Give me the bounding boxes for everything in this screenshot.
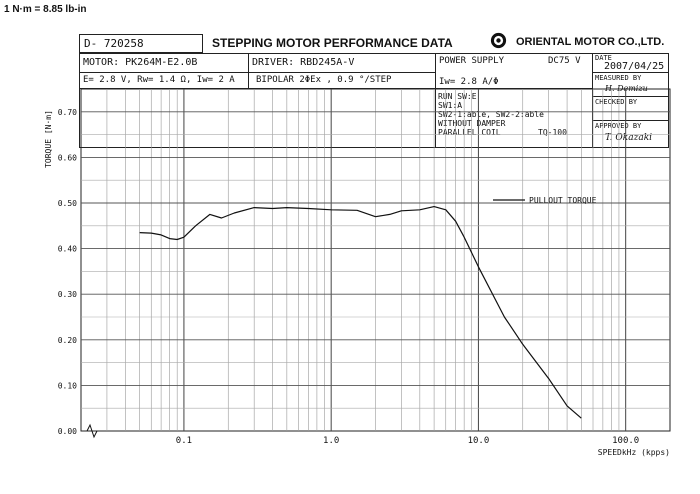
doc-number-box: D- 720258	[79, 34, 203, 53]
run-setting: SW1:A	[438, 101, 463, 110]
power-supply-value: DC75 V	[548, 56, 581, 66]
company-logo-icon	[490, 32, 507, 49]
x-tick-label: 1.0	[323, 436, 339, 446]
page-title: STEPPING MOTOR PERFORMANCE DATA	[212, 36, 453, 50]
info-col-divider	[248, 53, 249, 88]
driver-label: DRIVER: RBD245A-V	[252, 57, 355, 68]
approval-divider	[592, 96, 669, 97]
info-col-divider	[435, 53, 436, 148]
approval-divider	[592, 120, 669, 121]
x-tick-label: 0.1	[176, 436, 192, 446]
approved-by-signature: T. Okazaki	[605, 133, 653, 143]
y-tick-label: 0.20	[58, 336, 77, 345]
unit-conversion-note: 1 N·m = 8.85 lb-in	[4, 4, 87, 15]
measured-by-label: MEASURED BY	[595, 74, 642, 82]
company-name: ORIENTAL MOTOR CO.,LTD.	[516, 36, 665, 48]
checked-by-label: CHECKED BY	[595, 98, 638, 106]
info-row-divider	[79, 72, 435, 73]
legend-label: PULLOUT TORQUE	[529, 196, 597, 205]
motor-specs: E= 2.8 V, Rw= 1.4 Ω, Iw= 2 A	[83, 75, 235, 85]
y-tick-label: 0.50	[58, 199, 77, 208]
date-label: DATE	[595, 54, 612, 62]
y-tick-label: 0.30	[58, 290, 77, 299]
y-tick-label: 0.70	[58, 108, 77, 117]
run-setting: SW2-1:able, SW2-2:able	[438, 110, 544, 119]
x-axis-label: SPEEDkHz (kpps)	[598, 448, 670, 457]
info-table	[79, 53, 669, 148]
y-tick-label: 0.00	[58, 427, 77, 436]
axis-break-mark	[86, 423, 98, 439]
pullout-torque-curve	[139, 206, 582, 419]
power-supply-label: POWER SUPPLY	[439, 56, 505, 66]
doc-number: D- 720258	[84, 37, 144, 50]
y-tick-label: 0.40	[58, 245, 77, 254]
y-tick-label: 0.60	[58, 153, 77, 162]
run-setting-tq: TQ-100	[538, 128, 567, 137]
y-tick-label: 0.10	[58, 381, 77, 390]
run-setting: RUN SW:E	[438, 92, 477, 101]
driver-specs: BIPOLAR 2ΦEx , 0.9 °/STEP	[256, 75, 392, 85]
power-current: Iw= 2.8 A/Φ	[439, 77, 499, 87]
x-tick-label: 10.0	[468, 436, 490, 446]
y-axis-label: TORQUE [N·m]	[44, 110, 53, 168]
date-value: 2007/04/25	[604, 61, 665, 72]
approved-by-label: APPROVED BY	[595, 122, 642, 130]
x-tick-label: 100.0	[612, 436, 639, 446]
approval-divider	[592, 72, 669, 73]
info-col-divider	[592, 53, 593, 148]
motor-label: MOTOR: PK264M-E2.0B	[83, 57, 198, 68]
run-setting: PARALLEL COIL	[438, 128, 501, 137]
